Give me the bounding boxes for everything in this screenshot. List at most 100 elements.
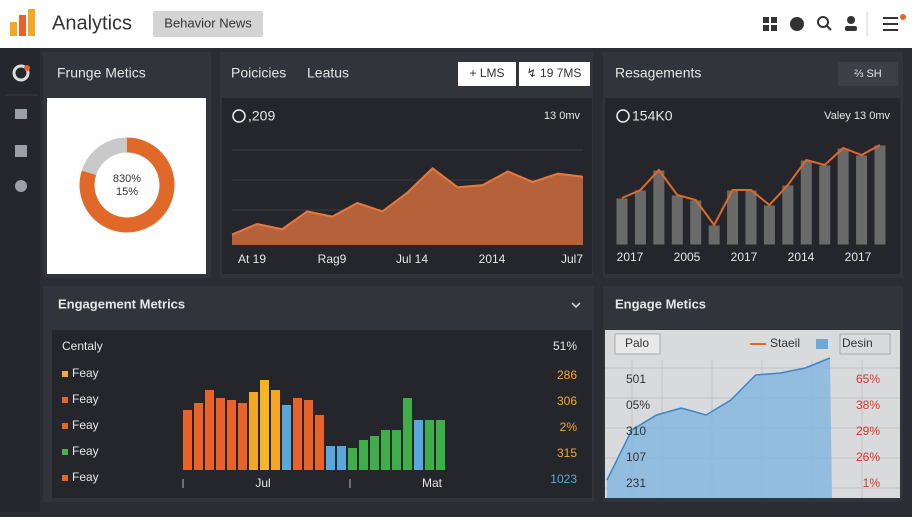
bar [781, 184, 795, 246]
row-label: 107 [626, 450, 646, 464]
column-header: Palo [625, 336, 649, 350]
bar [249, 392, 258, 470]
x-tick-label: 2017 [845, 250, 872, 264]
dropdown-label[interactable]: ⅔ SH [854, 68, 882, 80]
bar [836, 147, 850, 246]
note: Valey 13 0mv [824, 110, 890, 122]
top-bar [0, 0, 912, 48]
bar [315, 415, 324, 470]
legend-swatch [62, 397, 68, 403]
legend-label: Feay [72, 392, 99, 406]
stat: 154K0 [632, 108, 673, 124]
header-icons[interactable] [763, 12, 906, 36]
bar [799, 159, 813, 246]
legend-label: Staeil [770, 336, 800, 350]
row-label: 05% [626, 398, 650, 412]
legend-box [839, 333, 891, 355]
x-tick-label: 2005 [674, 250, 701, 264]
bar [282, 405, 291, 470]
bar [183, 410, 192, 470]
brand: Analytics [52, 12, 132, 34]
donut-segment [79, 137, 175, 233]
bar [403, 398, 412, 470]
x-tick-label: At 19 [238, 252, 266, 266]
area-line [231, 167, 584, 236]
legend-swatch [62, 449, 68, 455]
row-label: 501 [626, 372, 646, 386]
legend-swatch [62, 475, 68, 481]
row-label: 310 [626, 424, 646, 438]
button[interactable] [519, 62, 590, 86]
legend-swatch [62, 371, 68, 377]
row-value: 1023 [550, 472, 577, 486]
sidebar [0, 48, 40, 512]
chart-area [52, 330, 592, 498]
bar [194, 403, 203, 470]
donut-card [47, 98, 206, 274]
clock-icon [616, 109, 630, 123]
donut-label: 15% [116, 186, 138, 198]
chevron[interactable] [571, 302, 581, 309]
legend-label: Feay [72, 444, 99, 458]
legend-label: Feay [72, 470, 99, 484]
row-label: 38% [856, 398, 880, 412]
bar [205, 390, 214, 470]
row-label: 26% [856, 450, 880, 464]
legend-label: Feay [72, 418, 99, 432]
bar [670, 194, 684, 246]
tab[interactable]: Leatus [307, 65, 349, 81]
area [607, 358, 832, 498]
bar [216, 398, 225, 470]
x-tick-label: Jul 14 [396, 252, 428, 266]
bar [436, 420, 445, 470]
x-tick-label: Jul [255, 476, 270, 490]
bar [414, 420, 423, 470]
column-box [614, 333, 661, 355]
donut-segment [81, 137, 128, 176]
panel-title: Engagement Metrics [58, 296, 185, 311]
legend-swatch [816, 339, 828, 349]
x-tick-label: Rag9 [318, 252, 347, 266]
x-tick-label: Jul7 [561, 252, 583, 266]
bar [381, 430, 390, 470]
header-button-label[interactable]: Behavior News [164, 15, 252, 30]
row-value: 306 [557, 394, 577, 408]
line [621, 144, 881, 227]
x-tick-label: 2014 [788, 250, 815, 264]
row-label: 29% [856, 424, 880, 438]
bar [238, 403, 247, 470]
dropdown[interactable] [838, 62, 898, 86]
tab[interactable]: Poicicies [231, 65, 286, 81]
row-label: 231 [626, 476, 646, 490]
legend-label: Desin [842, 336, 873, 350]
sidebar-icons[interactable] [5, 64, 38, 192]
donut-label: 830% [113, 173, 141, 185]
clock-icon [232, 109, 246, 123]
area [232, 168, 583, 245]
panel-title: Frunge Metics [57, 65, 146, 81]
button-label[interactable]: + LMS [469, 66, 504, 80]
row-label: 65% [856, 372, 880, 386]
header-button[interactable] [153, 11, 263, 37]
bar [348, 448, 357, 470]
legend-label: Feay [72, 366, 99, 380]
row-value: 286 [557, 368, 577, 382]
bar [633, 189, 647, 246]
button[interactable] [458, 62, 516, 86]
bar [652, 169, 666, 246]
x-tick-label: 2017 [731, 250, 758, 264]
bar [227, 400, 236, 470]
button-label[interactable]: ↯ 19 7MS [527, 66, 582, 80]
bar [326, 446, 335, 470]
bar [271, 390, 280, 470]
bar [370, 436, 379, 470]
bar [293, 398, 302, 470]
x-tick-label: 2017 [617, 250, 644, 264]
stat: ,209 [248, 108, 275, 124]
bar [615, 197, 629, 246]
bar [707, 224, 721, 246]
row-value: 315 [557, 446, 577, 460]
bar [762, 204, 776, 246]
panel-title: Resagements [615, 65, 701, 81]
